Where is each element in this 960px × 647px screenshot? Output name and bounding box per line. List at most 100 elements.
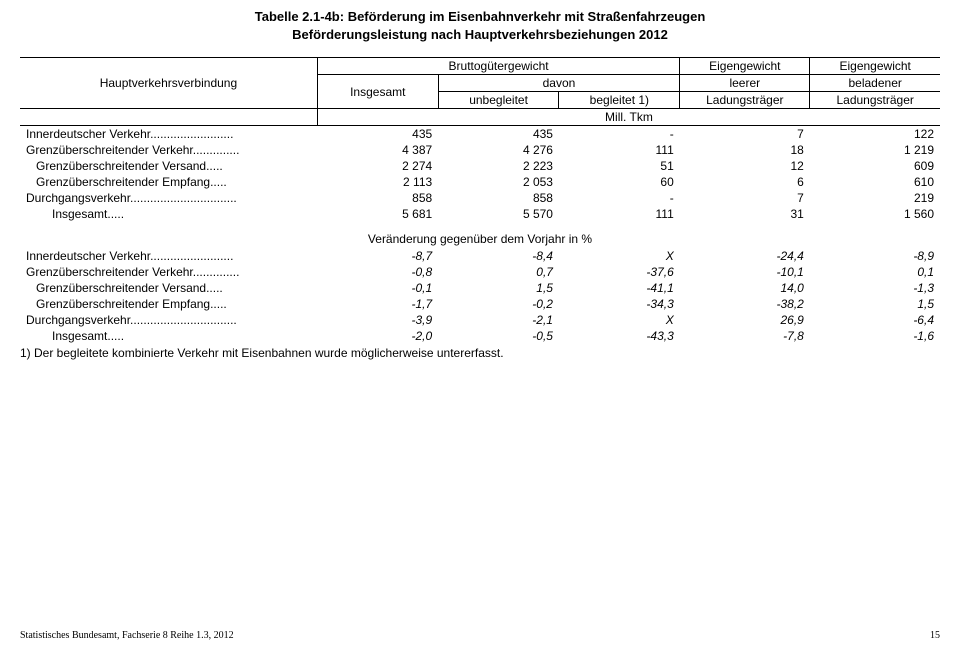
row-label: Innerdeutscher Verkehr..................… <box>20 248 317 264</box>
cell: 26,9 <box>680 312 810 328</box>
cell: 5 570 <box>438 206 559 222</box>
row-label: Grenzüberschreitender Verkehr...........… <box>20 142 317 158</box>
cell: -43,3 <box>559 328 680 344</box>
header-eigen-leer-l3: Ladungsträger <box>680 92 810 109</box>
cell: 111 <box>559 206 680 222</box>
row-label: Grenzüberschreitender Verkehr...........… <box>20 264 317 280</box>
cell: 12 <box>680 158 810 174</box>
row-label: Insgesamt..... <box>20 328 317 344</box>
page-footer: Statistisches Bundesamt, Fachserie 8 Rei… <box>20 630 940 641</box>
cell: -1,3 <box>810 280 940 296</box>
cell: 122 <box>810 126 940 143</box>
footer-page-number: 15 <box>930 630 940 641</box>
table-row: Insgesamt..... -2,0 -0,5 -43,3 -7,8 -1,6 <box>20 328 940 344</box>
cell: X <box>559 312 680 328</box>
cell: -1,6 <box>810 328 940 344</box>
cell: 2 223 <box>438 158 559 174</box>
cell: 858 <box>317 190 438 206</box>
cell: -8,4 <box>438 248 559 264</box>
table-row: Innerdeutscher Verkehr..................… <box>20 248 940 264</box>
header-brutto: Bruttogütergewicht <box>317 58 679 75</box>
section-title-row: Veränderung gegenüber dem Vorjahr in % <box>20 222 940 248</box>
header-eigen-bel-l2: beladener <box>810 75 940 92</box>
cell: 18 <box>680 142 810 158</box>
cell: X <box>559 248 680 264</box>
cell: 435 <box>438 126 559 143</box>
table-row: Grenzüberschreitender Verkehr...........… <box>20 142 940 158</box>
header-hauptverkehr: Hauptverkehrsverbindung <box>20 58 317 109</box>
row-label: Innerdeutscher Verkehr..................… <box>20 126 317 143</box>
header-insgesamt: Insgesamt <box>317 75 438 109</box>
footnote: 1) Der begleitete kombinierte Verkehr mi… <box>20 346 940 360</box>
row-label: Grenzüberschreitender Empfang..... <box>20 174 317 190</box>
row-label: Insgesamt..... <box>20 206 317 222</box>
cell: 609 <box>810 158 940 174</box>
cell: -0,2 <box>438 296 559 312</box>
header-eigen-bel-l1: Eigengewicht <box>810 58 940 75</box>
cell: 4 276 <box>438 142 559 158</box>
cell: 1,5 <box>810 296 940 312</box>
cell: 51 <box>559 158 680 174</box>
header-eigen-leer-l1: Eigengewicht <box>680 58 810 75</box>
title-line1: Tabelle 2.1-4b: Beförderung im Eisenbahn… <box>255 9 706 24</box>
cell: 610 <box>810 174 940 190</box>
cell: 1 560 <box>810 206 940 222</box>
cell: 2 274 <box>317 158 438 174</box>
title-line2: Beförderungsleistung nach Hauptverkehrsb… <box>292 27 668 42</box>
cell: -0,8 <box>317 264 438 280</box>
cell: -2,1 <box>438 312 559 328</box>
cell: 435 <box>317 126 438 143</box>
row-label: Grenzüberschreitender Versand..... <box>20 158 317 174</box>
table-row: Grenzüberschreitender Empfang..... 2 113… <box>20 174 940 190</box>
header-eigen-leer-l2: leerer <box>680 75 810 92</box>
row-label: Durchgangsverkehr.......................… <box>20 190 317 206</box>
cell: 219 <box>810 190 940 206</box>
cell: -6,4 <box>810 312 940 328</box>
cell: 111 <box>559 142 680 158</box>
section2-title: Veränderung gegenüber dem Vorjahr in % <box>20 222 940 248</box>
row-label: Durchgangsverkehr.......................… <box>20 312 317 328</box>
cell: -10,1 <box>680 264 810 280</box>
cell: 60 <box>559 174 680 190</box>
cell: -7,8 <box>680 328 810 344</box>
table-row: Grenzüberschreitender Empfang..... -1,7 … <box>20 296 940 312</box>
table-row: Innerdeutscher Verkehr..................… <box>20 126 940 143</box>
table-row: Durchgangsverkehr.......................… <box>20 312 940 328</box>
row-label: Grenzüberschreitender Versand..... <box>20 280 317 296</box>
cell: 2 113 <box>317 174 438 190</box>
cell: -8,7 <box>317 248 438 264</box>
cell: 2 053 <box>438 174 559 190</box>
cell: -3,9 <box>317 312 438 328</box>
cell: -2,0 <box>317 328 438 344</box>
header-begleitet: begleitet 1) <box>559 92 680 109</box>
header-unit: Mill. Tkm <box>317 109 940 126</box>
cell: 5 681 <box>317 206 438 222</box>
cell: -34,3 <box>559 296 680 312</box>
cell: -8,9 <box>810 248 940 264</box>
table-row: Grenzüberschreitender Versand..... 2 274… <box>20 158 940 174</box>
cell: -24,4 <box>680 248 810 264</box>
data-table: Hauptverkehrsverbindung Bruttogütergewic… <box>20 57 940 344</box>
cell: 4 387 <box>317 142 438 158</box>
cell: 0,7 <box>438 264 559 280</box>
cell: 0,1 <box>810 264 940 280</box>
cell: 1,5 <box>438 280 559 296</box>
cell: 6 <box>680 174 810 190</box>
footer-left: Statistisches Bundesamt, Fachserie 8 Rei… <box>20 630 234 641</box>
cell: - <box>559 126 680 143</box>
table-row: Grenzüberschreitender Verkehr...........… <box>20 264 940 280</box>
cell: 7 <box>680 126 810 143</box>
cell: -41,1 <box>559 280 680 296</box>
table-row: Durchgangsverkehr.......................… <box>20 190 940 206</box>
cell: -38,2 <box>680 296 810 312</box>
header-unbegleitet: unbegleitet <box>438 92 559 109</box>
cell: 858 <box>438 190 559 206</box>
cell: 14,0 <box>680 280 810 296</box>
table-title: Tabelle 2.1-4b: Beförderung im Eisenbahn… <box>20 8 940 43</box>
table-row: Grenzüberschreitender Versand..... -0,1 … <box>20 280 940 296</box>
cell: -1,7 <box>317 296 438 312</box>
table-row: Insgesamt..... 5 681 5 570 111 31 1 560 <box>20 206 940 222</box>
cell: -0,5 <box>438 328 559 344</box>
header-davon: davon <box>438 75 680 92</box>
cell: 7 <box>680 190 810 206</box>
